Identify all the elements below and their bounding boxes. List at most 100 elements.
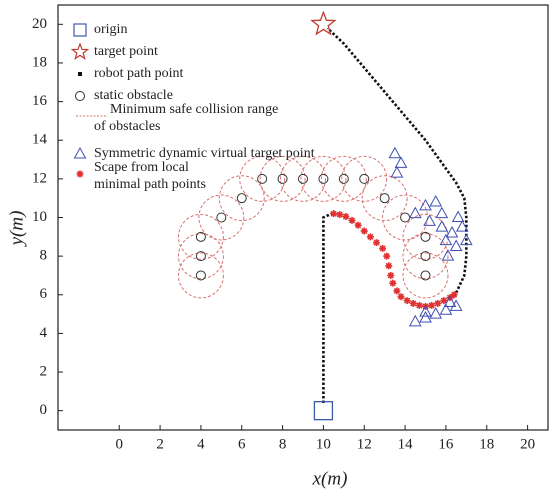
virtual-target bbox=[445, 225, 459, 238]
virtual-target bbox=[449, 299, 463, 311]
virtual-target bbox=[449, 239, 463, 251]
y-tick-label: 2 bbox=[40, 363, 48, 379]
obstacle bbox=[318, 173, 329, 184]
escape-point bbox=[415, 301, 423, 309]
y-tick-label: 6 bbox=[40, 286, 48, 302]
virtual-target bbox=[439, 233, 453, 246]
legend-marker bbox=[75, 91, 85, 101]
obstacle bbox=[298, 173, 308, 184]
safe-range bbox=[402, 252, 449, 299]
safe-range bbox=[218, 175, 265, 222]
y-tick-label: 4 bbox=[40, 325, 48, 341]
obstacle bbox=[195, 270, 206, 281]
escape-point bbox=[379, 244, 387, 252]
virtual-target bbox=[408, 206, 422, 219]
virtual-target bbox=[390, 166, 404, 178]
x-tick-label: 0 bbox=[116, 436, 124, 452]
virtual-target bbox=[439, 303, 453, 315]
safe-range bbox=[382, 194, 429, 241]
virtual-target bbox=[429, 307, 443, 319]
escape-point bbox=[383, 252, 391, 260]
legend-marker bbox=[76, 170, 84, 178]
escape-point bbox=[366, 233, 374, 241]
escape-point bbox=[397, 293, 405, 301]
safe-range bbox=[300, 155, 347, 202]
escape-point bbox=[393, 287, 401, 295]
safe-range bbox=[198, 194, 245, 241]
y-tick-label: 20 bbox=[32, 16, 47, 32]
y-axis-label: y(m) bbox=[6, 211, 27, 248]
legend-marker bbox=[70, 42, 90, 60]
escape-point bbox=[434, 299, 442, 307]
escape-point bbox=[409, 299, 417, 307]
obstacle bbox=[277, 173, 288, 184]
y-tick-label: 14 bbox=[32, 132, 48, 148]
safe-range bbox=[177, 252, 224, 299]
obstacle bbox=[420, 231, 431, 242]
x-tick-label: 12 bbox=[357, 436, 372, 452]
legend-label: target point bbox=[94, 44, 158, 59]
obstacle bbox=[338, 173, 349, 184]
legend-label: origin bbox=[94, 22, 127, 37]
x-tick-label: 8 bbox=[279, 436, 287, 452]
legend-label: Minimum safe collision range of obstacles bbox=[94, 102, 278, 134]
y-tick-label: 0 bbox=[40, 402, 48, 418]
escape-point bbox=[446, 294, 454, 302]
safe-range bbox=[177, 233, 224, 280]
obstacle bbox=[420, 270, 431, 281]
obstacle bbox=[195, 231, 206, 242]
escape-point bbox=[354, 221, 362, 229]
obstacle bbox=[236, 193, 247, 204]
x-axis-label: x(m) bbox=[312, 468, 348, 489]
virtual-target bbox=[435, 206, 449, 219]
virtual-target bbox=[388, 146, 402, 159]
target-marker bbox=[310, 10, 337, 36]
virtual-target bbox=[429, 195, 443, 207]
obstacle bbox=[359, 173, 370, 184]
obstacle bbox=[257, 173, 268, 184]
escape-point bbox=[403, 297, 411, 305]
virtual-target bbox=[408, 314, 422, 327]
y-tick-label: 18 bbox=[32, 54, 47, 70]
legend-marker bbox=[78, 72, 82, 76]
safe-range bbox=[280, 155, 326, 202]
safe-range bbox=[402, 233, 449, 280]
escape-point bbox=[450, 291, 458, 299]
x-tick-label: 16 bbox=[438, 436, 454, 452]
x-tick-label: 4 bbox=[197, 436, 205, 452]
safe-range bbox=[177, 213, 224, 260]
x-tick-label: 6 bbox=[238, 436, 246, 452]
virtual-target bbox=[459, 233, 473, 246]
robot-path bbox=[326, 27, 468, 294]
legend-label: static obstacle bbox=[94, 88, 173, 103]
escape-point bbox=[440, 297, 448, 305]
virtual-target bbox=[423, 214, 436, 226]
legend-marker bbox=[73, 23, 87, 37]
robot-path bbox=[322, 212, 333, 403]
obstacle bbox=[420, 251, 431, 262]
safe-range bbox=[239, 155, 286, 202]
virtual-target bbox=[435, 220, 449, 232]
x-tick-label: 18 bbox=[479, 436, 494, 452]
legend-marker bbox=[73, 146, 87, 159]
escape-point bbox=[387, 271, 395, 279]
origin-marker bbox=[313, 401, 334, 421]
virtual-target bbox=[419, 310, 432, 323]
virtual-target bbox=[451, 210, 465, 222]
y-tick-label: 10 bbox=[32, 209, 47, 225]
x-tick-label: 14 bbox=[398, 436, 414, 452]
legend-label: Scape from local minimal path points bbox=[94, 160, 206, 192]
virtual-target bbox=[394, 156, 408, 168]
safe-range bbox=[259, 155, 306, 202]
virtual-target bbox=[419, 198, 432, 211]
legend-label: robot path point bbox=[94, 66, 184, 81]
escape-point bbox=[385, 262, 393, 270]
obstacle bbox=[195, 251, 206, 262]
x-tick-label: 20 bbox=[520, 436, 535, 452]
y-tick-label: 8 bbox=[40, 248, 48, 264]
virtual-target bbox=[443, 295, 457, 307]
virtual-target bbox=[419, 305, 432, 317]
safe-range bbox=[320, 155, 367, 202]
escape-point bbox=[348, 216, 356, 224]
